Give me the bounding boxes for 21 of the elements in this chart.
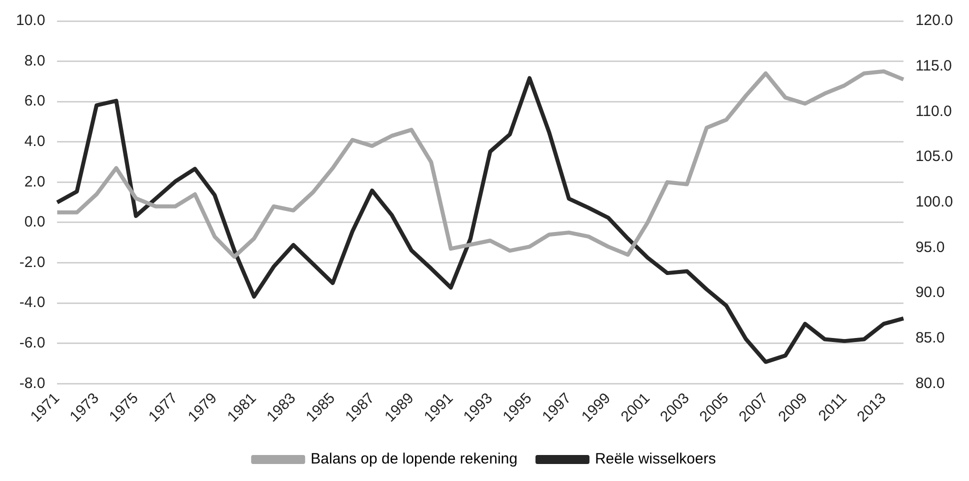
y2-tick-label: 85.0 (915, 329, 945, 346)
y-tick-label: 10.0 (16, 12, 46, 30)
y2-tick-label: 100.0 (915, 193, 954, 210)
y-tick-label: -2.0 (19, 254, 46, 271)
y-tick-label: 8.0 (24, 52, 46, 70)
y-tick-label: -4.0 (19, 294, 46, 312)
y2-tick-label: 80.0 (915, 374, 945, 392)
y2-tick-label: 90.0 (915, 284, 945, 302)
y-tick-label: 4.0 (24, 133, 46, 150)
y2-tick-label: 105.0 (915, 148, 954, 166)
y2-tick-label: 115.0 (915, 57, 952, 74)
y2-tick-label: 110.0 (915, 102, 952, 120)
y-tick-label: -6.0 (19, 334, 46, 352)
y-tick-label: 6.0 (24, 92, 46, 110)
y-tick-label: 2.0 (24, 173, 46, 190)
legend-label: Balans op de lopende rekening (310, 450, 518, 468)
y2-tick-label: 95.0 (915, 238, 945, 256)
y2-tick-label: 120.0 (915, 12, 954, 30)
y-tick-label: 0.0 (24, 214, 46, 231)
legend-label: Reële wisselkoers (594, 450, 716, 468)
y-tick-label: -8.0 (19, 374, 46, 392)
